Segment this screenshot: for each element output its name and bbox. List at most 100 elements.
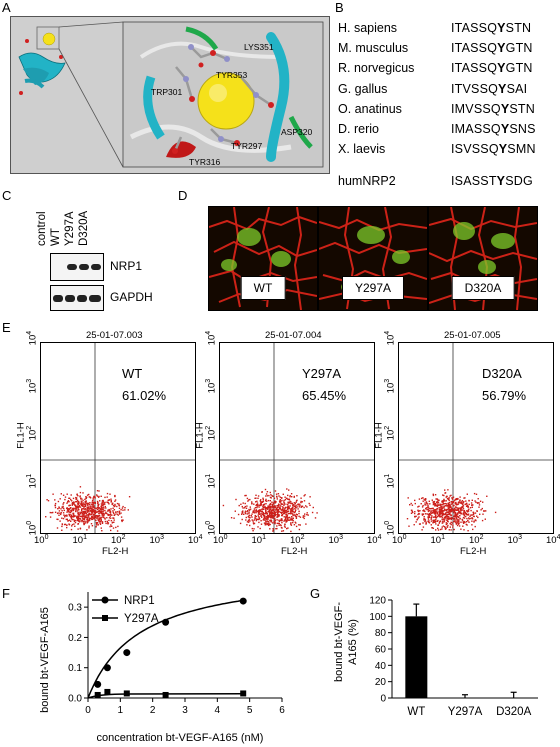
- event-dot: [434, 502, 436, 505]
- x-tick-label: 102: [111, 534, 126, 547]
- event-dot: [294, 508, 296, 510]
- event-dot: [77, 512, 79, 514]
- event-dot: [98, 509, 100, 512]
- event-dot: [67, 520, 69, 522]
- facs-plot-d320a: [398, 342, 554, 534]
- event-dot: [95, 510, 97, 512]
- event-dot: [293, 511, 295, 514]
- event-dot: [72, 518, 74, 521]
- event-dot: [416, 519, 418, 521]
- event-dot: [98, 490, 100, 492]
- event-dot: [281, 527, 283, 529]
- event-dot: [456, 517, 458, 520]
- event-dot: [443, 506, 445, 508]
- event-dot: [80, 503, 82, 505]
- event-dot: [427, 506, 430, 508]
- event-dot: [461, 501, 463, 503]
- event-dot: [277, 514, 279, 517]
- event-dot: [456, 498, 458, 500]
- event-dot: [268, 494, 270, 497]
- x-tick-label: 1: [118, 705, 124, 716]
- event-dot: [473, 521, 475, 523]
- event-dot: [82, 492, 84, 494]
- event-dot: [286, 514, 289, 516]
- event-dot: [277, 510, 279, 512]
- event-dot: [265, 518, 267, 521]
- event-dot: [428, 513, 431, 515]
- event-dot: [292, 513, 294, 515]
- event-dot: [100, 505, 102, 508]
- event-dot: [68, 511, 70, 513]
- event-dot: [441, 528, 443, 530]
- event-dot: [303, 495, 305, 497]
- bar-y-axis-label-line1: bound bt-VEGF-: [333, 602, 345, 682]
- event-dot: [258, 509, 260, 512]
- blot-gapdh: [50, 285, 104, 311]
- event-dot: [104, 509, 106, 512]
- event-dot: [80, 500, 82, 502]
- event-dot: [58, 514, 60, 516]
- event-dot: [434, 510, 436, 513]
- event-dot: [249, 508, 252, 510]
- event-dot: [476, 515, 478, 517]
- y-tick-label: 100: [369, 612, 386, 623]
- event-dot: [463, 517, 466, 519]
- event-dot: [291, 496, 293, 498]
- event-dot: [293, 524, 296, 526]
- event-dot: [242, 507, 244, 509]
- event-dot: [98, 507, 100, 510]
- event-dot: [104, 503, 106, 505]
- event-dot: [76, 515, 78, 517]
- event-dot: [99, 517, 102, 519]
- event-dot: [475, 501, 477, 503]
- event-dot: [277, 516, 279, 518]
- event-dot: [436, 512, 438, 514]
- event-dot: [101, 504, 103, 506]
- event-dot: [449, 517, 452, 519]
- event-dot: [92, 506, 95, 508]
- event-dot: [82, 502, 85, 504]
- event-dot: [441, 522, 443, 524]
- event-dot: [291, 507, 293, 510]
- event-dot: [258, 509, 261, 511]
- event-dot: [262, 504, 265, 506]
- event-dot: [308, 502, 310, 505]
- event-dot: [288, 507, 290, 509]
- event-dot: [455, 516, 457, 518]
- event-dot: [428, 522, 431, 524]
- event-dot: [243, 513, 245, 515]
- alignment-row: M. musculus ITASSQYGTN: [338, 41, 533, 56]
- band: [91, 264, 101, 270]
- event-dot: [85, 496, 88, 499]
- event-dot: [275, 493, 278, 495]
- event-dot: [295, 525, 298, 528]
- event-dot: [437, 524, 440, 526]
- event-dot: [97, 501, 99, 504]
- event-dot: [255, 494, 257, 496]
- event-dot: [113, 512, 115, 515]
- event-dot: [462, 505, 465, 507]
- event-dot: [445, 496, 447, 498]
- event-dot: [87, 504, 89, 507]
- event-dot: [77, 500, 80, 503]
- event-dot: [443, 498, 445, 501]
- event-dot: [81, 512, 84, 515]
- event-dot: [406, 518, 409, 520]
- x-tick-label: 6: [279, 705, 285, 716]
- event-dot: [450, 500, 452, 503]
- event-dot: [438, 514, 440, 516]
- event-dot: [421, 506, 424, 508]
- event-dot: [85, 512, 87, 514]
- event-dot: [97, 502, 99, 505]
- event-dot: [436, 505, 438, 507]
- event-dot: [233, 517, 235, 519]
- event-dot: [238, 504, 240, 507]
- event-dot: [100, 511, 103, 513]
- event-dot: [426, 507, 428, 509]
- event-dot: [269, 519, 271, 522]
- event-dot: [250, 514, 252, 517]
- event-dot: [110, 513, 112, 516]
- event-dot: [448, 505, 450, 507]
- event-dot: [264, 519, 266, 521]
- event-dot: [99, 511, 102, 513]
